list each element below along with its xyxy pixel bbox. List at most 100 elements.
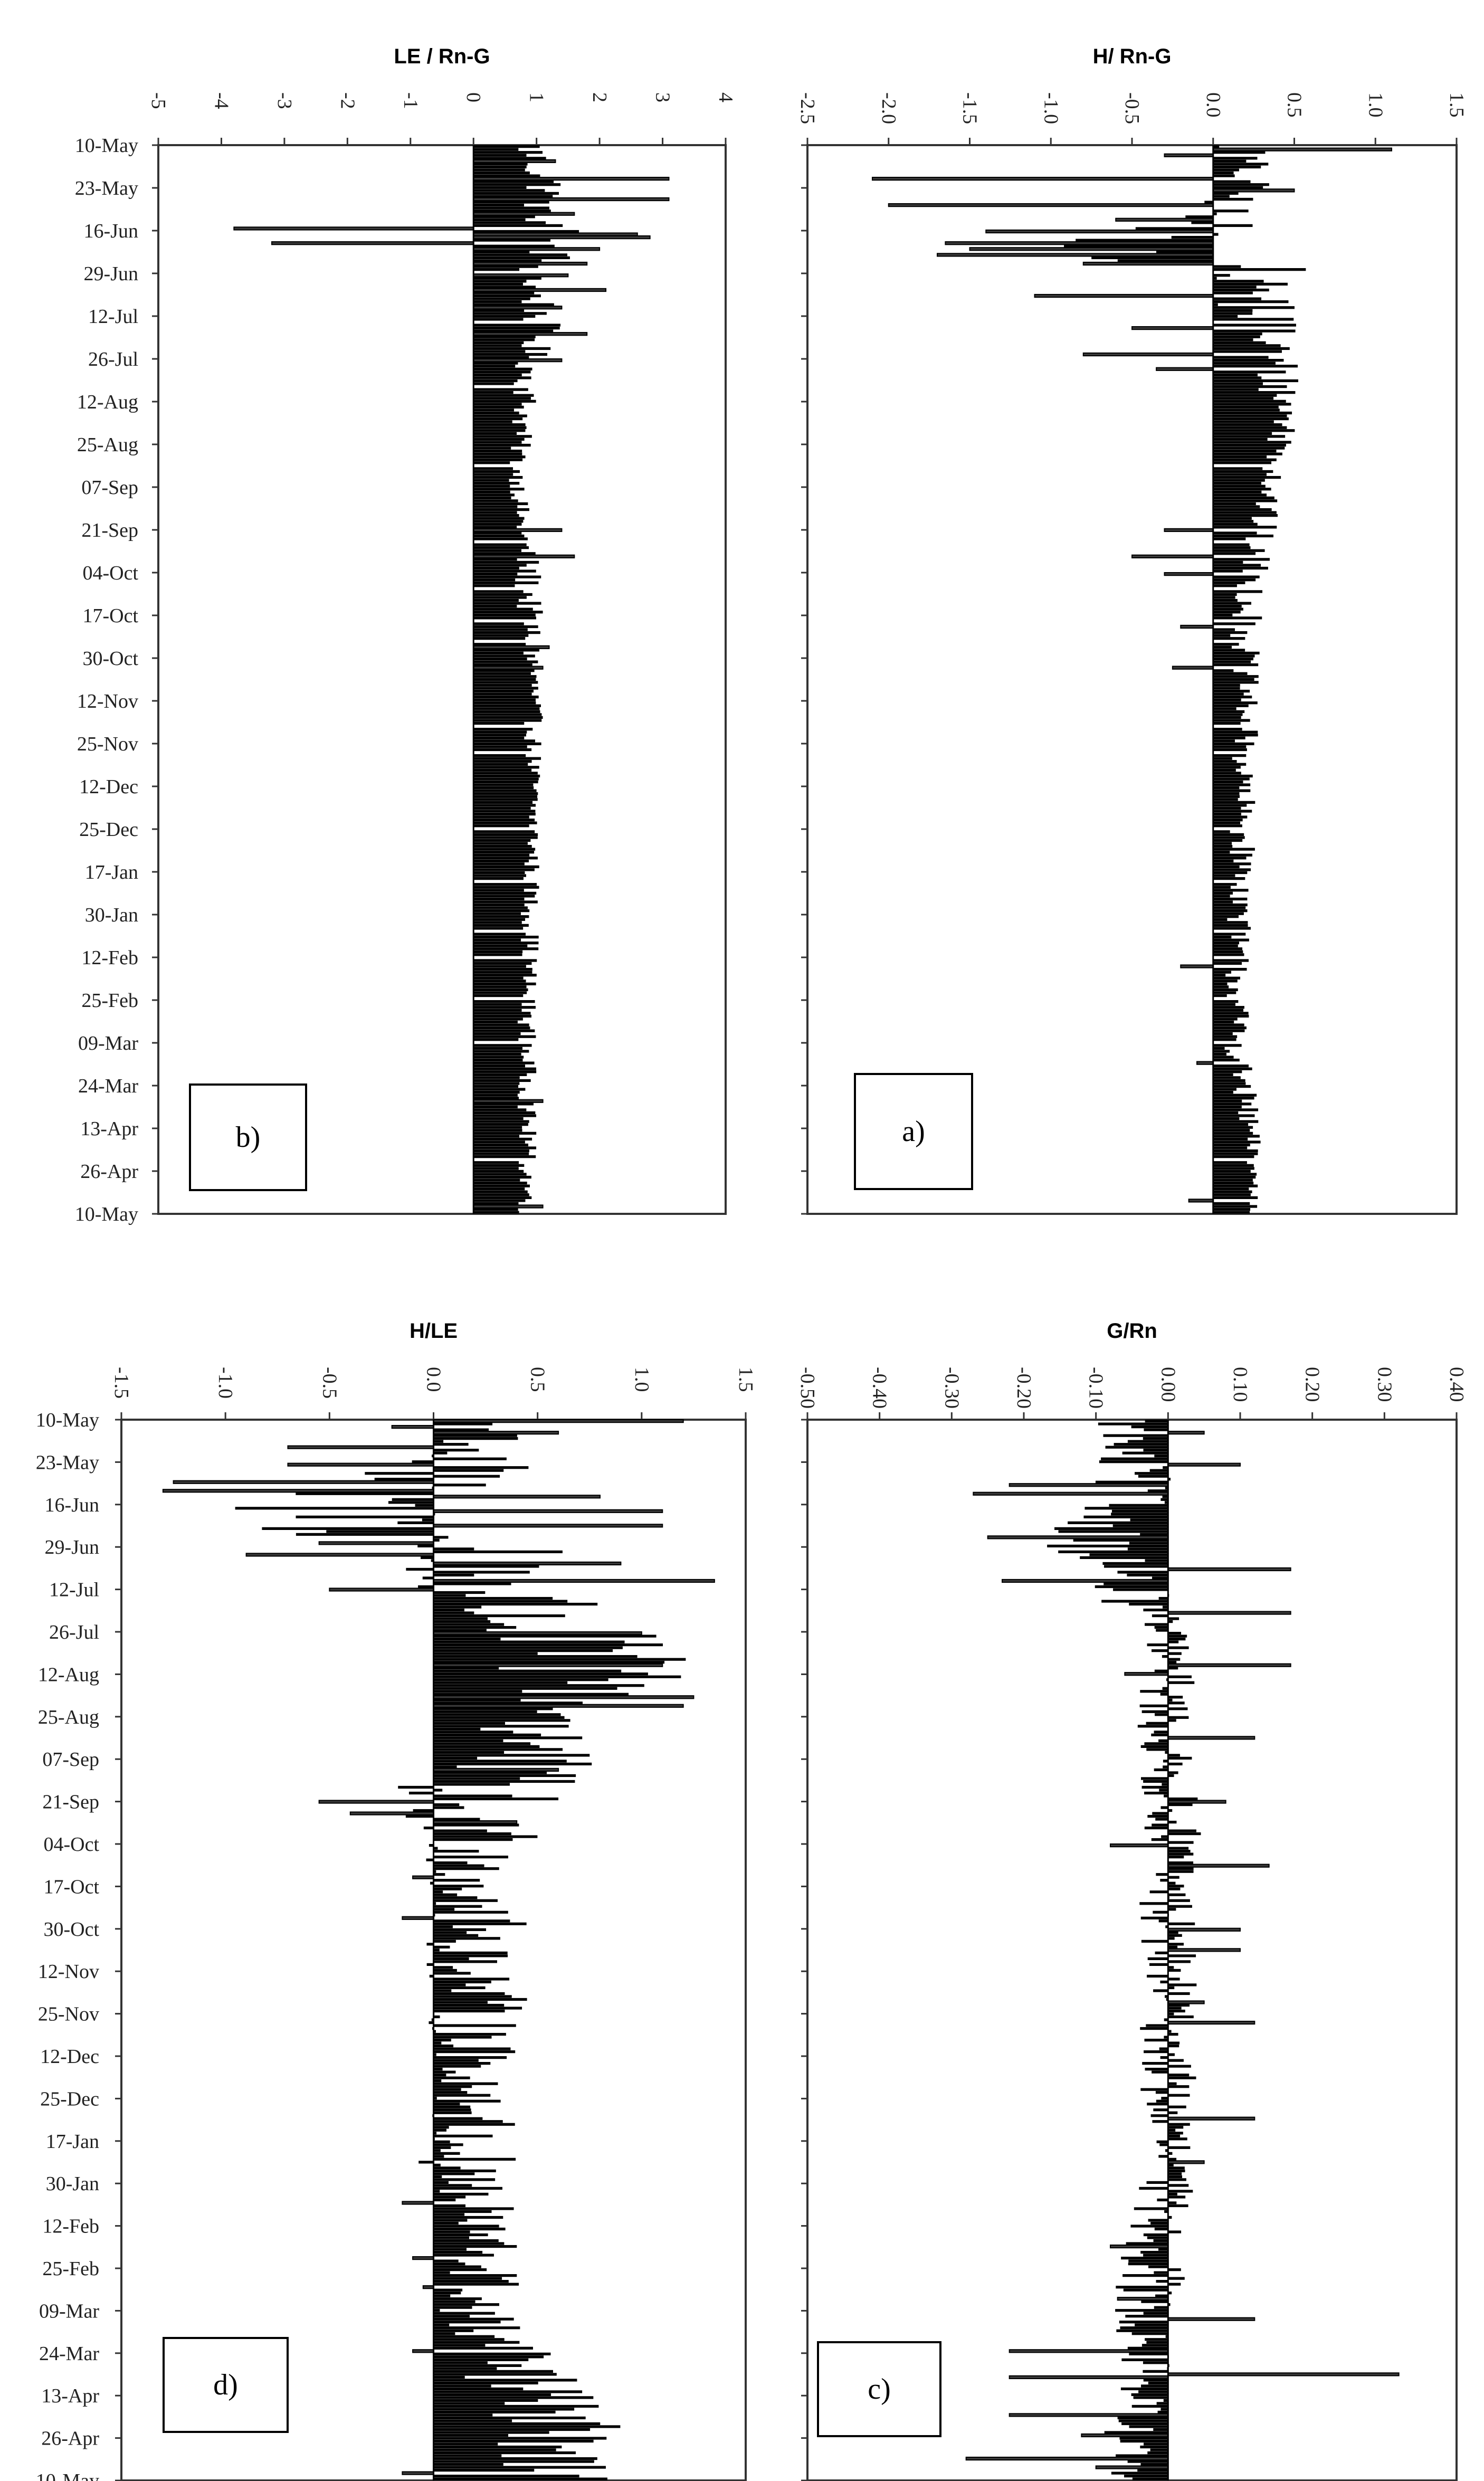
bar [1168, 2123, 1190, 2126]
bar [1154, 2227, 1168, 2231]
bar [473, 707, 540, 710]
panel-label-box [189, 1083, 307, 1191]
bar [433, 1937, 500, 1940]
bar [433, 1678, 608, 1681]
bar [433, 2003, 505, 2007]
bar [473, 739, 536, 743]
bar [245, 1553, 434, 1557]
bar [1213, 408, 1280, 412]
bar [1168, 1774, 1174, 1777]
bar [1213, 1123, 1249, 1126]
bar [1213, 721, 1241, 725]
bar [1213, 423, 1282, 426]
bar [433, 1998, 527, 2001]
bar [1135, 1472, 1168, 1475]
bar [433, 2448, 556, 2451]
bar [473, 1108, 527, 1111]
bar [1144, 1428, 1168, 1431]
bar [1213, 584, 1237, 587]
bar [1213, 476, 1281, 479]
bar [433, 1739, 503, 1742]
bar [433, 1565, 539, 1568]
bar [365, 1472, 434, 1475]
bar [1213, 607, 1243, 611]
bar [433, 1925, 453, 1928]
bar [473, 1137, 532, 1141]
bar [1196, 1061, 1214, 1065]
bar [1168, 2178, 1186, 2181]
bar [1213, 347, 1290, 350]
bar [1213, 848, 1255, 851]
bar [473, 1088, 526, 1091]
bar [473, 1035, 536, 1038]
bar [1168, 1937, 1175, 1940]
bar [473, 675, 537, 678]
bar [433, 1756, 478, 1760]
bar [433, 1873, 445, 1876]
bar [1080, 1556, 1168, 1560]
bar [426, 1858, 434, 1861]
bar [473, 584, 515, 587]
y-tick-label: 23-May [36, 1451, 99, 1474]
bar [1168, 1762, 1183, 1766]
bar [1213, 522, 1258, 526]
bar [402, 1916, 434, 1920]
panel-label-text: b) [236, 1121, 261, 1154]
bar [235, 1507, 434, 1510]
bar [1131, 326, 1214, 330]
bar [433, 2346, 533, 2350]
bar [433, 1681, 568, 1684]
bar [473, 593, 532, 596]
bar [433, 1940, 456, 1943]
bar [1111, 1513, 1168, 1516]
bar [473, 537, 528, 540]
bar [1213, 329, 1296, 332]
bar [1140, 2027, 1168, 2030]
bar [473, 250, 530, 253]
bar [1158, 2248, 1168, 2251]
bar [433, 2094, 491, 2097]
bar [262, 1527, 434, 1530]
bar [473, 1023, 529, 1026]
bar [473, 493, 515, 497]
bar [473, 1058, 523, 1062]
bar [412, 2349, 434, 2353]
bar [1162, 1605, 1168, 1609]
bar [1156, 2280, 1168, 2283]
bar [433, 2431, 549, 2434]
bar [1123, 2288, 1168, 2292]
bar [1168, 1803, 1193, 1807]
bar [433, 2364, 522, 2367]
bar [473, 230, 579, 233]
bar [1159, 2047, 1168, 2050]
bar [421, 1556, 434, 1560]
bar [1164, 153, 1214, 157]
chart-title: H/ Rn-G [1093, 45, 1172, 68]
bar [433, 2213, 465, 2216]
bar [1213, 564, 1261, 567]
bar [473, 151, 543, 154]
y-tick-label: 10-May [36, 2470, 99, 2481]
bar [473, 1211, 519, 1214]
bar [473, 596, 527, 599]
bar [473, 994, 524, 997]
bar [1168, 2146, 1191, 2149]
bar [433, 1954, 508, 1957]
bar [473, 774, 540, 778]
bar [473, 974, 537, 977]
bar [433, 2184, 472, 2187]
bar [1213, 590, 1263, 593]
bar [433, 2079, 442, 2083]
bar [1213, 886, 1231, 889]
bar [1168, 2277, 1185, 2280]
bar [1168, 1698, 1173, 1701]
bar [473, 616, 537, 620]
bar [1150, 2114, 1168, 2117]
bar [473, 528, 563, 533]
bar [433, 2111, 472, 2114]
y-tick-label: 10-May [75, 1203, 138, 1225]
bar [1139, 1704, 1168, 1707]
bar [1168, 2175, 1183, 2179]
bar [1156, 1873, 1168, 1876]
bar [473, 397, 531, 400]
